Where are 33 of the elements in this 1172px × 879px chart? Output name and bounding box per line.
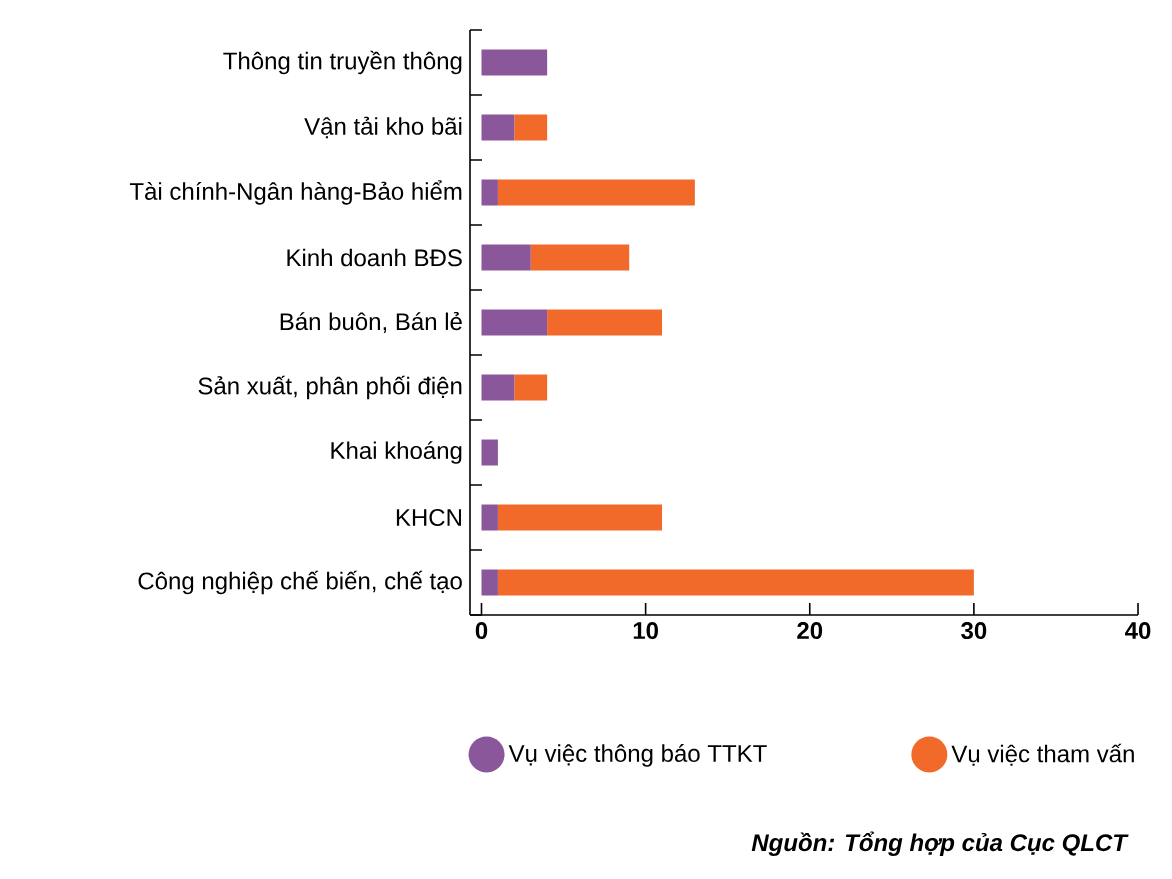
y-tick-label: Kinh doanh BĐS xyxy=(287,248,462,267)
bar xyxy=(481,309,548,336)
bar xyxy=(497,504,663,531)
bar xyxy=(547,309,663,336)
bar xyxy=(481,374,515,401)
bar xyxy=(514,374,548,401)
bar xyxy=(481,49,548,76)
y-tick-label: KHCN xyxy=(396,509,461,526)
bar xyxy=(514,114,548,141)
legend-label: Vụ việc thông báo TTKT xyxy=(508,744,767,767)
text: Nguồn: Tổng hợp của Cục QLCT xyxy=(751,831,1129,856)
legend-label: Vụ việc tham vấn xyxy=(951,743,1134,766)
bar xyxy=(481,569,498,596)
x-tick-label: 40 xyxy=(1125,622,1151,640)
y-tick-label: Thông tin truyền thông xyxy=(223,50,462,75)
bar xyxy=(530,244,630,271)
x-tick-label: 20 xyxy=(797,622,823,640)
y-tick-label: Công nghiệp chế biến, chế tạo xyxy=(138,570,462,595)
bar xyxy=(481,114,515,141)
y-tick-label: Khai khoáng xyxy=(331,441,462,464)
y-tick-label: Bán buôn, Bán lẻ xyxy=(280,312,462,333)
x-tick-label: 30 xyxy=(961,622,987,640)
y-tick-label: Vận tải kho bãi xyxy=(304,116,462,139)
y-tick-label: Sản xuất, phân phối điện xyxy=(198,375,462,400)
bar xyxy=(481,504,498,531)
y-tick-label: Tài chính-Ngân hàng-Bảo hiểm xyxy=(129,180,462,205)
bar xyxy=(497,179,695,206)
bar xyxy=(481,244,531,271)
x-tick-label: 0 xyxy=(475,622,488,640)
bar xyxy=(497,569,974,596)
bar xyxy=(481,439,498,466)
bar xyxy=(481,179,498,206)
x-tick-label: 10 xyxy=(633,622,658,640)
